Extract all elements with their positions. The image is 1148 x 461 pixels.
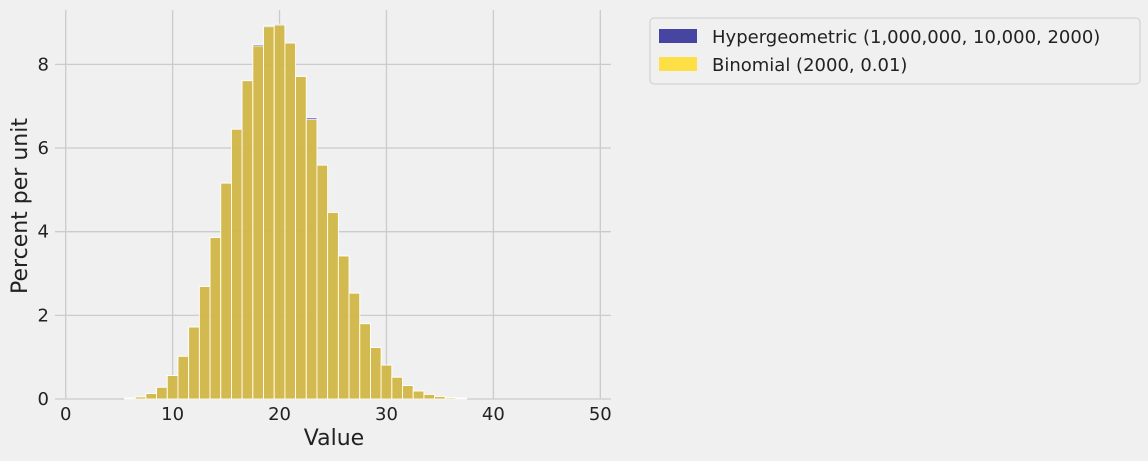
binomial-bar bbox=[391, 376, 403, 400]
binomial-bar bbox=[402, 385, 414, 400]
binomial-bar bbox=[188, 326, 200, 400]
binomial-bar bbox=[273, 24, 286, 400]
bars-layer bbox=[124, 23, 468, 400]
binomial-bar bbox=[231, 128, 243, 400]
x-tick-label: 40 bbox=[482, 404, 505, 425]
y-tick-label: 4 bbox=[38, 222, 49, 243]
x-tick-label: 20 bbox=[268, 404, 291, 425]
binomial-bar bbox=[370, 347, 382, 400]
legend-label-binomial: Binomial (2000, 0.01) bbox=[712, 55, 907, 76]
binomial-bar bbox=[241, 80, 254, 400]
x-tick-label: 30 bbox=[375, 404, 398, 425]
legend-swatch-binomial bbox=[659, 57, 697, 71]
binomial-bar bbox=[305, 119, 318, 400]
legend-swatch-hypergeometric bbox=[659, 29, 697, 43]
binomial-bar bbox=[444, 397, 457, 400]
binomial-bar bbox=[434, 396, 446, 400]
binomial-bar bbox=[423, 393, 435, 400]
binomial-bar bbox=[316, 164, 329, 400]
binomial-bar bbox=[156, 386, 168, 400]
y-tick-label: 2 bbox=[38, 305, 49, 326]
binomial-bar bbox=[380, 364, 393, 400]
legend: Hypergeometric (1,000,000, 10,000, 2000)… bbox=[649, 17, 1141, 85]
binomial-bar bbox=[166, 375, 179, 400]
binomial-bar bbox=[295, 76, 307, 400]
binomial-bar bbox=[145, 393, 157, 400]
y-tick-label: 8 bbox=[38, 54, 49, 75]
binomial-bar bbox=[209, 237, 222, 400]
binomial-bar bbox=[455, 397, 468, 400]
binomial-bar bbox=[263, 26, 275, 400]
x-tick-label: 10 bbox=[161, 404, 184, 425]
binomial-bar bbox=[327, 212, 339, 400]
binomial-bar bbox=[359, 323, 371, 400]
binomial-bar bbox=[124, 397, 136, 400]
binomial-bar bbox=[337, 255, 350, 400]
binomial-bar bbox=[348, 292, 361, 400]
x-tick-label: 0 bbox=[60, 404, 71, 425]
binomial-bar bbox=[412, 390, 425, 400]
legend-label-hypergeometric: Hypergeometric (1,000,000, 10,000, 2000) bbox=[712, 27, 1100, 48]
binomial-bar bbox=[134, 396, 147, 400]
binomial-bar bbox=[198, 286, 211, 400]
x-axis-title: Value bbox=[304, 426, 364, 451]
legend-frame bbox=[649, 17, 1141, 85]
binomial-bar bbox=[252, 45, 264, 400]
y-axis-title: Percent per unit bbox=[8, 118, 33, 294]
binomial-bar bbox=[284, 42, 296, 400]
ticks-layer: 0 10 20 30 40 50 0 2 4 6 8 bbox=[38, 54, 612, 425]
x-tick-label: 50 bbox=[589, 404, 612, 425]
binomial-bar bbox=[177, 355, 190, 400]
y-tick-label: 6 bbox=[38, 138, 49, 159]
y-tick-label: 0 bbox=[38, 389, 49, 410]
binomial-bar bbox=[220, 182, 232, 400]
